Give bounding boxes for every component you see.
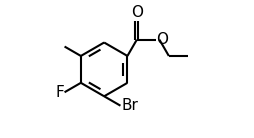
Text: O: O bbox=[156, 32, 168, 47]
Text: Br: Br bbox=[121, 98, 138, 113]
Text: F: F bbox=[55, 85, 64, 100]
Text: O: O bbox=[131, 5, 143, 20]
